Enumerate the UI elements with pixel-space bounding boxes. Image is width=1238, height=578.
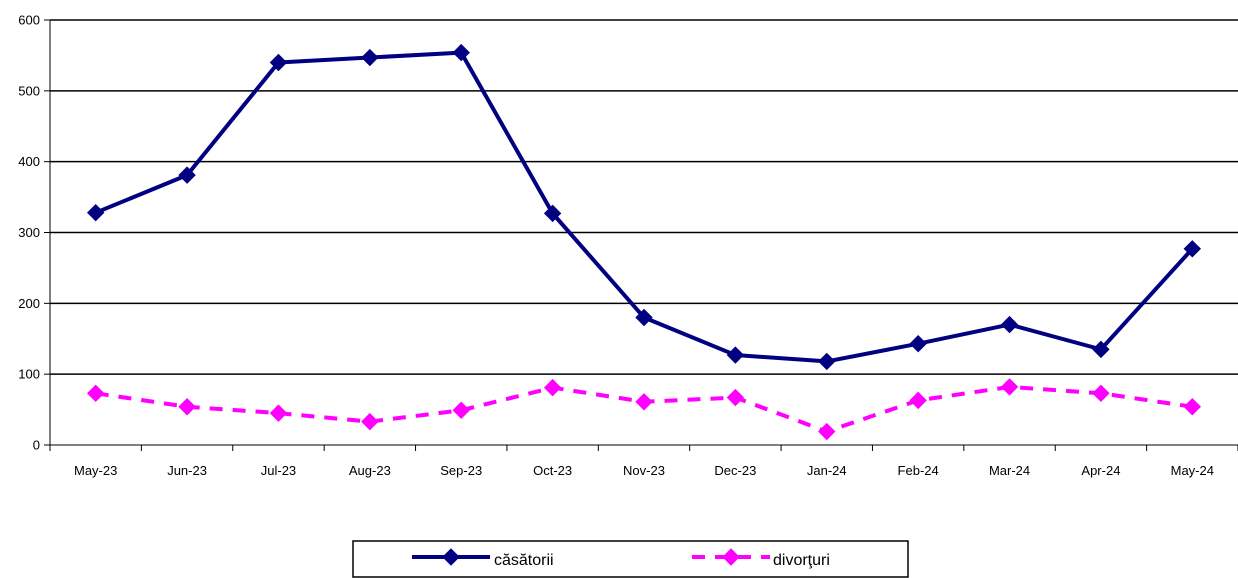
legend-label-casatorii: căsătorii [494, 552, 554, 569]
series-0-point-Aug-23 [361, 48, 379, 67]
series-0-point-Oct-23 [543, 204, 562, 223]
series-0-point-Nov-23 [635, 308, 653, 327]
y-tick-label-200: 200 [18, 296, 40, 311]
series-0-point-May-24 [1183, 240, 1202, 258]
y-tick-label-100: 100 [18, 367, 40, 382]
x-tick-label-Aug-23: Aug-23 [349, 463, 391, 478]
gridlines [50, 19, 1238, 375]
x-tick-labels: May-23 Jun-23 Jul-23 Aug-23 Sep-23 Oct-23 Nov-… [74, 463, 1214, 478]
x-tick-label-Feb-24: Feb-24 [898, 463, 939, 478]
series-1-point-Sep-23 [452, 401, 470, 419]
legend-sample-casatorii [412, 548, 490, 566]
series-layer [86, 43, 1202, 441]
legend: căsătorii divorţuri [352, 540, 909, 578]
series-1-point-Apr-24 [1092, 384, 1110, 402]
series-1-point-Jan-24 [818, 422, 836, 441]
series-0-point-Apr-24 [1092, 340, 1110, 359]
series-0-point-Mar-24 [1000, 315, 1019, 334]
x-tick-label-Jun-23: Jun-23 [167, 463, 207, 478]
x-tick-label-Sep-23: Sep-23 [440, 463, 482, 478]
series-1-point-Feb-24 [909, 391, 927, 410]
legend-marker-1 [722, 548, 740, 566]
legend-marker-0 [442, 548, 460, 566]
x-tick-label-Mar-24: Mar-24 [989, 463, 1030, 478]
series-1-point-May-24 [1183, 398, 1202, 416]
y-tick-label-0: 0 [33, 438, 40, 453]
y-tick-label-500: 500 [18, 83, 40, 98]
series-1-point-Jul-23 [269, 404, 288, 422]
series-0-point-Dec-23 [726, 346, 745, 364]
series-1-point-Jun-23 [178, 398, 196, 416]
series-1-point-Mar-24 [1000, 378, 1019, 396]
y-tick-labels: 0 100 200 300 400 500 600 [18, 13, 40, 453]
x-tick-label-Dec-23: Dec-23 [714, 463, 756, 478]
series-0-point-Jan-24 [818, 352, 836, 371]
legend-label-divorturi: divorţuri [773, 552, 830, 569]
x-tick-label-Oct-23: Oct-23 [533, 463, 572, 478]
series-0-point-Jun-23 [178, 166, 196, 184]
series-0-point-May-23 [86, 203, 105, 222]
series-0-point-Sep-23 [452, 43, 470, 62]
x-tick-label-May-24: May-24 [1171, 463, 1214, 478]
series-1-point-Aug-23 [361, 412, 379, 431]
y-tick-label-600: 600 [18, 13, 40, 28]
series-1-point-Nov-23 [635, 393, 653, 411]
y-tick-label-400: 400 [18, 154, 40, 169]
x-tick-label-Apr-24: Apr-24 [1081, 463, 1120, 478]
series-1-point-Oct-23 [543, 378, 562, 397]
legend-sample-divorturi [692, 548, 770, 566]
series-1-point-Dec-23 [726, 388, 745, 407]
y-tick-label-300: 300 [18, 225, 40, 240]
axes [44, 19, 1238, 451]
x-tick-label-Nov-23: Nov-23 [623, 463, 665, 478]
series-1-point-May-23 [86, 384, 105, 402]
x-tick-label-Jan-24: Jan-24 [807, 463, 847, 478]
series-0-point-Feb-24 [909, 335, 927, 353]
x-tick-label-May-23: May-23 [74, 463, 117, 478]
series-0-point-Jul-23 [269, 53, 288, 72]
x-tick-label-Jul-23: Jul-23 [261, 463, 296, 478]
